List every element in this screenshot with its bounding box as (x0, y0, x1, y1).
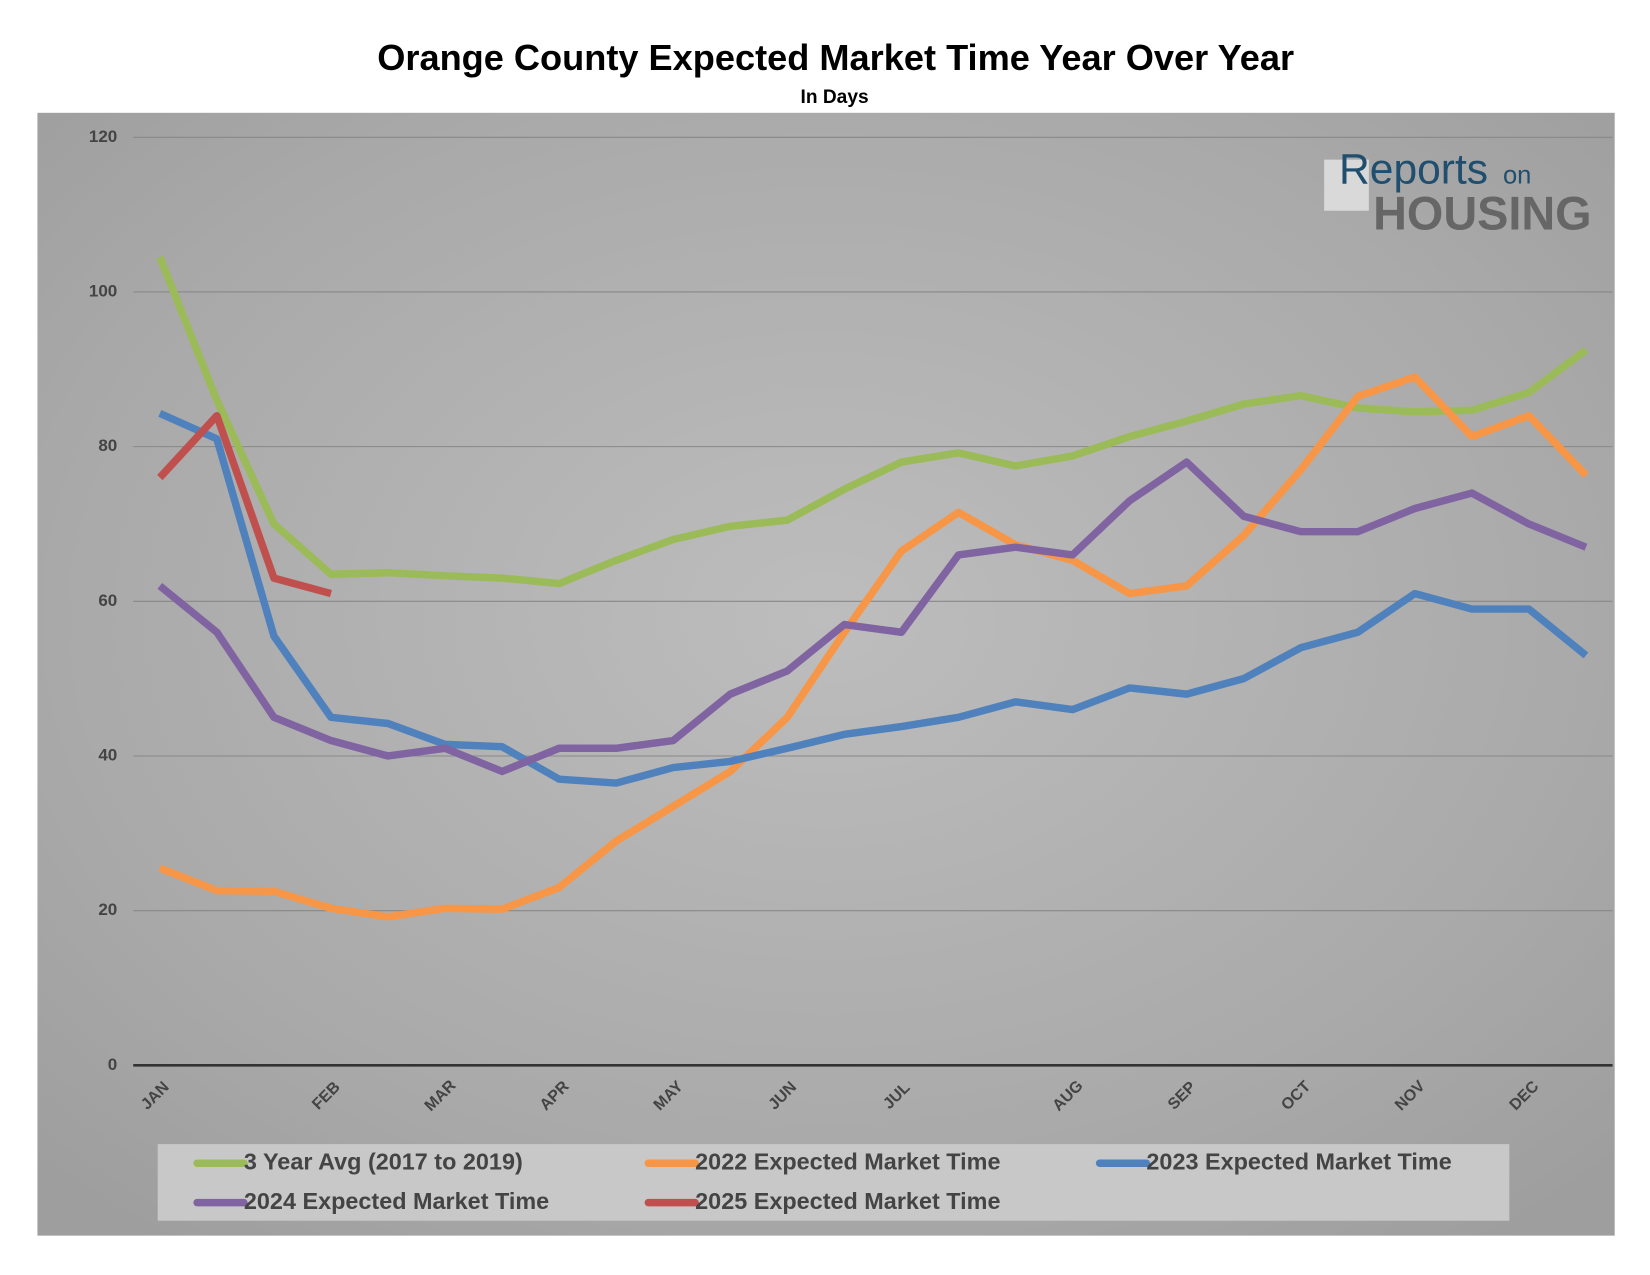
logo-text: HOUSING (1373, 187, 1591, 239)
series-line (157, 458, 1588, 776)
legend-background (157, 1144, 1510, 1221)
y-tick-label: 60 (98, 591, 117, 610)
logo-text: on (1503, 161, 1531, 189)
legend-label: 2022 Expected Market Time (695, 1148, 1000, 1174)
series-line (158, 409, 1589, 787)
chart-subtitle: In Days (801, 87, 869, 108)
y-tick-label: 40 (98, 745, 117, 764)
chart-title: Orange County Expected Market Time Year … (377, 37, 1294, 78)
y-tick-label: 120 (89, 127, 117, 146)
legend-label: 3 Year Avg (2017 to 2019) (244, 1148, 523, 1174)
series-line (158, 373, 1589, 921)
y-tick-label: 0 (108, 1055, 117, 1074)
legend-label: 2024 Expected Market Time (244, 1188, 549, 1214)
y-tick-label: 100 (89, 281, 117, 300)
y-tick-label: 80 (98, 436, 117, 455)
legend-label: 2023 Expected Market Time (1146, 1148, 1451, 1174)
logo-box (1324, 159, 1369, 211)
legend-label: 2025 Expected Market Time (695, 1188, 1000, 1214)
y-tick-label: 20 (98, 900, 117, 919)
series-line (157, 411, 332, 598)
logo-text: Reports (1339, 146, 1488, 194)
logo: Reports on HOUSING (1324, 146, 1592, 239)
plot-background (37, 112, 1615, 1236)
